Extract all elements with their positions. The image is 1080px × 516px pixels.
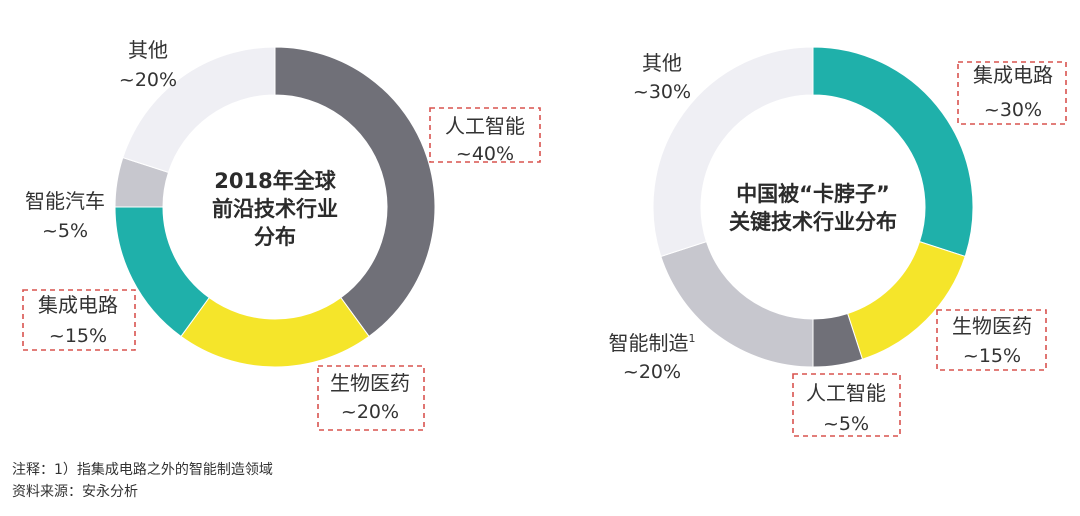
source-note: 资料来源：安永分析 — [12, 484, 138, 500]
slice-label-name: 人工智能 — [445, 114, 525, 138]
highlight-box — [792, 373, 901, 437]
slice-label-name: 集成电路 — [973, 63, 1053, 87]
slice-2-5 — [652, 46, 814, 258]
slice-label-value: ~30% — [984, 99, 1042, 121]
highlight-box — [429, 107, 541, 163]
slice-label-name: 人工智能 — [806, 381, 886, 405]
slice-label-value: ~5% — [42, 220, 88, 242]
chart-title-line: 2018年全球 — [214, 169, 336, 193]
slice-label-value: ~20% — [119, 69, 177, 91]
footnote: 注释：1）指集成电路之外的智能制造领域 — [12, 462, 273, 478]
chart-title-line: 关键技术行业分布 — [729, 210, 897, 234]
highlight-box — [317, 365, 425, 431]
highlight-box — [22, 289, 136, 351]
slice-1-2 — [180, 296, 370, 368]
slice-label-name: 智能汽车 — [25, 189, 105, 213]
footer: 注释：1）指集成电路之外的智能制造领域 资料来源：安永分析 — [12, 459, 273, 503]
slice-1-5 — [122, 46, 276, 174]
slice-label-value: ~15% — [49, 325, 107, 347]
slice-label-name: 生物医药 — [330, 371, 410, 395]
slice-label-name: 集成电路 — [38, 293, 118, 317]
slice-label-value: ~15% — [963, 345, 1021, 367]
slice-label-value: ~20% — [341, 401, 399, 423]
chart-title-line: 分布 — [254, 225, 296, 249]
slice-1-3 — [114, 206, 210, 338]
chart-title-line: 前沿技术行业 — [212, 197, 338, 221]
slice-label-name: 其他 — [128, 38, 168, 62]
chart-title-line: 中国被“卡脖子” — [736, 182, 890, 206]
slice-label-value: ~5% — [823, 413, 869, 435]
slice-label-value: ~40% — [456, 143, 514, 165]
slice-label-value: ~20% — [623, 361, 681, 383]
slice-2-2 — [846, 240, 966, 360]
slice-label-superscript: 1 — [689, 332, 696, 345]
slice-1-1 — [274, 46, 436, 338]
slice-2-1 — [812, 46, 974, 258]
slice-label-name: 生物医药 — [952, 314, 1032, 338]
slice-label-name: 其他 — [642, 51, 682, 75]
slice-label-name: 智能制造1 — [609, 331, 696, 355]
highlight-box — [957, 61, 1067, 125]
highlight-box — [936, 309, 1047, 371]
slice-label-value: ~30% — [633, 81, 691, 103]
donut-chart-2: 中国被“卡脖子” 关键技术行业分布 集成电路 ~30% 生物医药 ~15% 人工智能 ~5% 智… — [609, 46, 1067, 437]
